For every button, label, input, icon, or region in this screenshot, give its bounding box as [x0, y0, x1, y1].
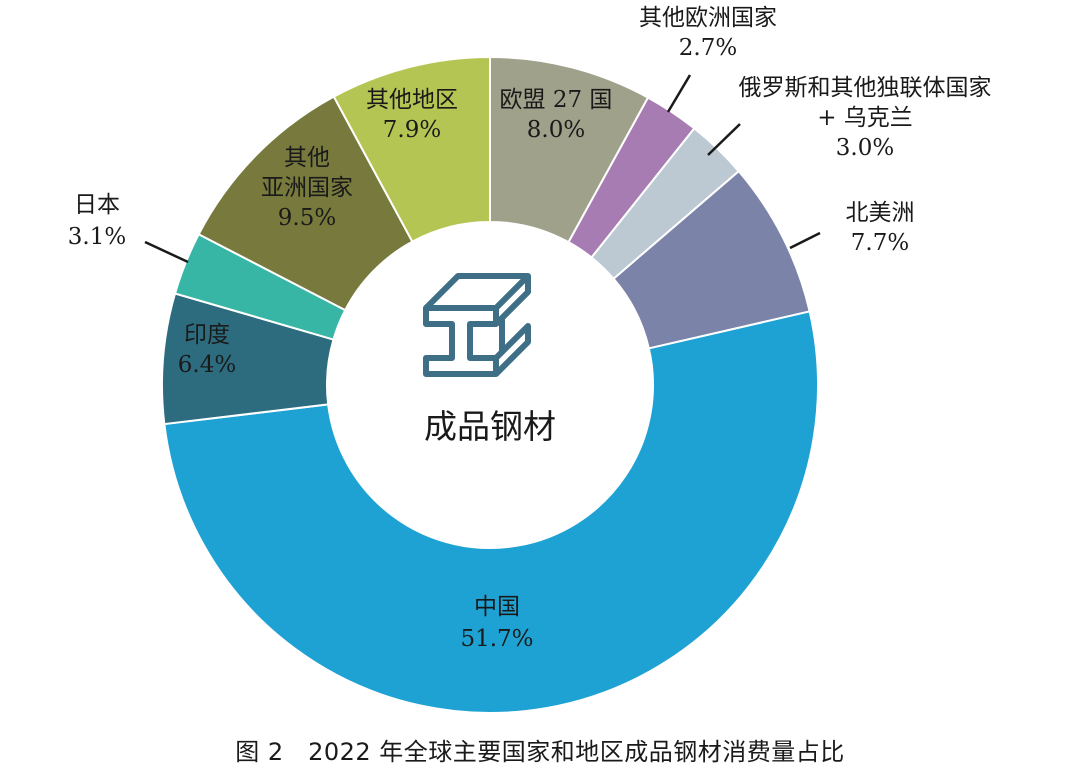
slice-label-1: 其他欧洲国家 2.7%	[639, 5, 777, 61]
figure-caption: 图 2 2022 年全球主要国家和地区成品钢材消费量占比	[235, 738, 845, 766]
donut-slices	[161, 55, 819, 714]
slice-label-0: 欧盟 27 国 8.0%	[500, 87, 613, 143]
donut-hole	[327, 222, 653, 548]
leader-line-1	[666, 74, 692, 113]
slice-label-8: 其他地区 7.9%	[366, 87, 458, 143]
slice-label-7: 其他亚洲国家 9.5%	[261, 145, 353, 231]
slice-label-6: 日本 3.1%	[68, 192, 126, 250]
slice-labels: 欧盟 27 国 8.0% 其他欧洲国家 2.7% 俄罗斯和其他独联体国家+ 乌克兰 3.0…	[68, 5, 992, 652]
slice-label-2: 俄罗斯和其他独联体国家+ 乌克兰 3.0%	[739, 75, 992, 161]
steel-beam-icon	[423, 273, 531, 377]
leader-line-3	[789, 231, 821, 250]
slice-label-4: 中国 51.7%	[460, 594, 533, 652]
leader-line-2	[707, 123, 741, 156]
donut-chart: 欧盟 27 国 8.0% 其他欧洲国家 2.7% 俄罗斯和其他独联体国家+ 乌克兰 3.0…	[68, 5, 992, 714]
leader-lines	[144, 74, 821, 264]
slice-label-5: 印度 6.4%	[178, 322, 236, 378]
center-label: 成品钢材	[424, 407, 556, 446]
slice-label-3: 北美洲 7.7%	[846, 200, 915, 256]
leader-line-6	[144, 240, 189, 264]
